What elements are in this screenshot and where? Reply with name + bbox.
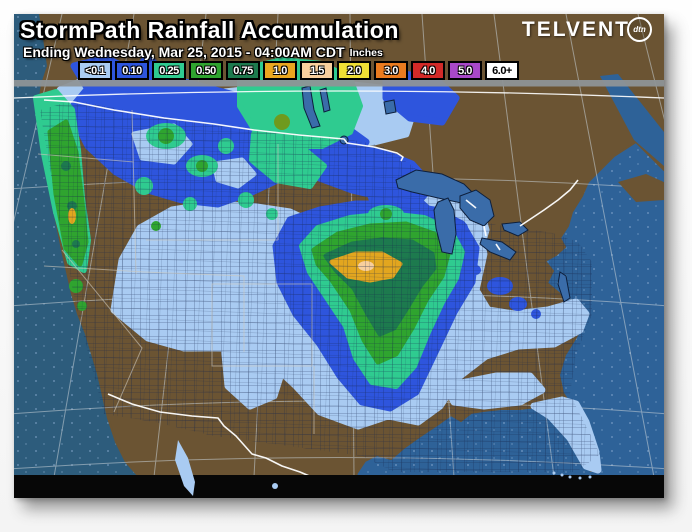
data-edge-band (14, 80, 664, 87)
state-boundaries (37, 109, 315, 434)
rain-olive-spot (274, 114, 290, 130)
st-lawrence-gulf (600, 74, 664, 166)
water-over-bar (175, 440, 592, 496)
nova-scotia (618, 174, 664, 202)
great-lakes (301, 85, 571, 303)
latitude-arc (14, 90, 664, 99)
no-data-bar (14, 475, 664, 498)
rainfall-map (14, 14, 664, 498)
weather-map-frame: StormPath Rainfall Accumulation Ending W… (14, 14, 664, 498)
